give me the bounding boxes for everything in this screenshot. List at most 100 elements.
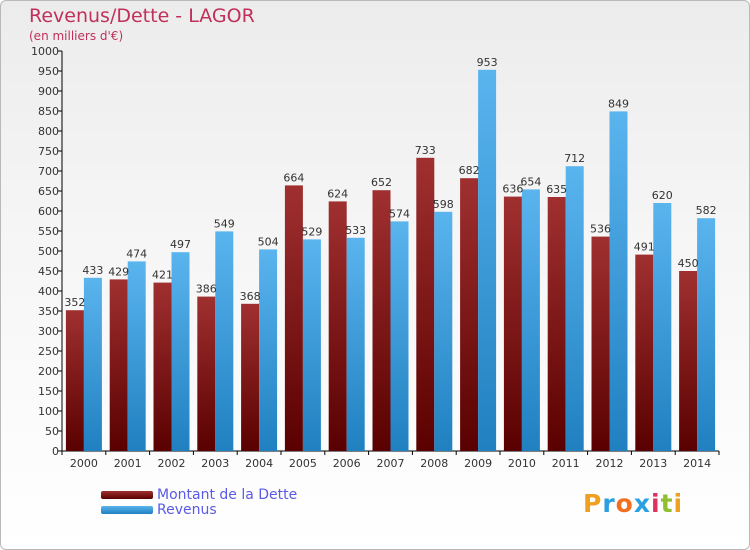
y-tick-label: 1000 bbox=[31, 45, 59, 58]
bar-dette bbox=[197, 296, 216, 451]
legend-item-dette: Montant de la Dette bbox=[101, 487, 297, 503]
value-label-dette: 624 bbox=[327, 187, 348, 200]
legend-swatch-revenus bbox=[101, 506, 153, 514]
bar-revenus bbox=[565, 166, 584, 451]
value-label-revenus: 849 bbox=[608, 97, 629, 110]
x-tick-label: 2006 bbox=[333, 457, 361, 470]
y-tick-label: 600 bbox=[38, 205, 59, 218]
value-label-revenus: 712 bbox=[564, 152, 585, 165]
proxiti-logo: Proxiti bbox=[583, 489, 683, 518]
value-label-revenus: 654 bbox=[520, 175, 541, 188]
y-tick-label: 200 bbox=[38, 365, 59, 378]
x-tick-label: 2002 bbox=[158, 457, 186, 470]
x-tick-label: 2001 bbox=[114, 457, 142, 470]
bar-dette bbox=[109, 279, 128, 451]
value-label-dette: 636 bbox=[502, 183, 523, 196]
y-tick-label: 850 bbox=[38, 105, 59, 118]
x-tick-label: 2010 bbox=[508, 457, 536, 470]
value-label-dette: 635 bbox=[546, 183, 567, 196]
bar-dette bbox=[460, 178, 479, 451]
x-tick-label: 2012 bbox=[596, 457, 624, 470]
value-label-revenus: 504 bbox=[258, 235, 279, 248]
y-tick-label: 550 bbox=[38, 225, 59, 238]
value-label-revenus: 433 bbox=[82, 264, 103, 277]
value-label-revenus: 474 bbox=[126, 247, 147, 260]
value-label-dette: 652 bbox=[371, 176, 392, 189]
chart-bars bbox=[65, 69, 716, 452]
bar-revenus bbox=[259, 249, 278, 451]
logo-letter: x bbox=[633, 489, 651, 518]
value-label-revenus: 598 bbox=[433, 198, 454, 211]
x-tick-label: 2014 bbox=[683, 457, 711, 470]
x-tick-label: 2000 bbox=[70, 457, 98, 470]
logo-letter: t bbox=[660, 489, 674, 518]
x-tick-label: 2004 bbox=[245, 457, 273, 470]
bar-revenus bbox=[521, 189, 540, 451]
y-tick-label: 450 bbox=[38, 265, 59, 278]
bar-revenus bbox=[697, 218, 716, 451]
bar-dette bbox=[284, 185, 303, 451]
value-label-dette: 491 bbox=[634, 241, 655, 254]
value-label-revenus: 620 bbox=[652, 189, 673, 202]
y-tick-label: 150 bbox=[38, 385, 59, 398]
x-tick-label: 2011 bbox=[552, 457, 580, 470]
value-label-dette: 664 bbox=[283, 171, 304, 184]
bar-dette bbox=[372, 190, 391, 451]
value-label-revenus: 574 bbox=[389, 207, 410, 220]
value-label-revenus: 953 bbox=[477, 56, 498, 69]
value-label-dette: 352 bbox=[64, 296, 85, 309]
y-tick-label: 0 bbox=[52, 445, 59, 458]
legend-item-revenus: Revenus bbox=[101, 502, 217, 518]
bar-revenus bbox=[83, 277, 102, 451]
bar-dette bbox=[591, 236, 610, 451]
value-label-dette: 733 bbox=[415, 144, 436, 157]
bar-dette bbox=[328, 201, 347, 451]
bar-revenus bbox=[434, 211, 453, 451]
logo-letter: i bbox=[673, 489, 684, 518]
y-tick-label: 300 bbox=[38, 325, 59, 338]
value-label-revenus: 529 bbox=[301, 225, 322, 238]
logo-letter: i bbox=[651, 489, 661, 518]
x-tick-label: 2009 bbox=[464, 457, 492, 470]
bar-revenus bbox=[127, 261, 146, 451]
bar-dette bbox=[503, 196, 522, 451]
logo-letter: o bbox=[615, 489, 634, 518]
y-tick-label: 100 bbox=[38, 405, 59, 418]
value-labels: 352 433 429 474 421 497 386 549 368 504 664 529 624 5… bbox=[64, 56, 716, 309]
bar-revenus bbox=[171, 252, 190, 451]
value-label-dette: 421 bbox=[152, 269, 173, 282]
chart-title: Revenus/Dette - LAGOR bbox=[29, 5, 255, 27]
value-label-dette: 682 bbox=[459, 164, 480, 177]
bar-dette bbox=[153, 282, 172, 451]
x-tick-label: 2013 bbox=[639, 457, 667, 470]
value-label-revenus: 549 bbox=[214, 217, 235, 230]
value-label-dette: 386 bbox=[196, 283, 217, 296]
bar-dette bbox=[547, 197, 566, 451]
value-label-revenus: 497 bbox=[170, 238, 191, 251]
y-tick-label: 900 bbox=[38, 85, 59, 98]
y-tick-label: 250 bbox=[38, 345, 59, 358]
value-label-dette: 536 bbox=[590, 223, 611, 236]
x-tick-label: 2008 bbox=[420, 457, 448, 470]
bar-revenus bbox=[390, 221, 409, 451]
bar-dette bbox=[241, 303, 260, 451]
bar-dette bbox=[635, 254, 654, 451]
x-tick-label: 2003 bbox=[201, 457, 229, 470]
y-tick-label: 700 bbox=[38, 165, 59, 178]
y-tick-label: 50 bbox=[45, 425, 59, 438]
x-tick-label: 2007 bbox=[377, 457, 405, 470]
y-tick-label: 400 bbox=[38, 285, 59, 298]
logo-letter: r bbox=[602, 489, 616, 518]
bar-revenus bbox=[609, 111, 628, 452]
y-tick-label: 500 bbox=[38, 245, 59, 258]
y-tick-label: 950 bbox=[38, 65, 59, 78]
legend-label-dette: Montant de la Dette bbox=[157, 487, 298, 503]
x-tick-label: 2005 bbox=[289, 457, 317, 470]
value-label-dette: 450 bbox=[678, 257, 699, 270]
value-label-revenus: 533 bbox=[345, 224, 366, 237]
chart-subtitle: (en milliers d'€) bbox=[29, 29, 124, 43]
bar-dette bbox=[65, 310, 84, 451]
value-label-dette: 368 bbox=[240, 290, 261, 303]
